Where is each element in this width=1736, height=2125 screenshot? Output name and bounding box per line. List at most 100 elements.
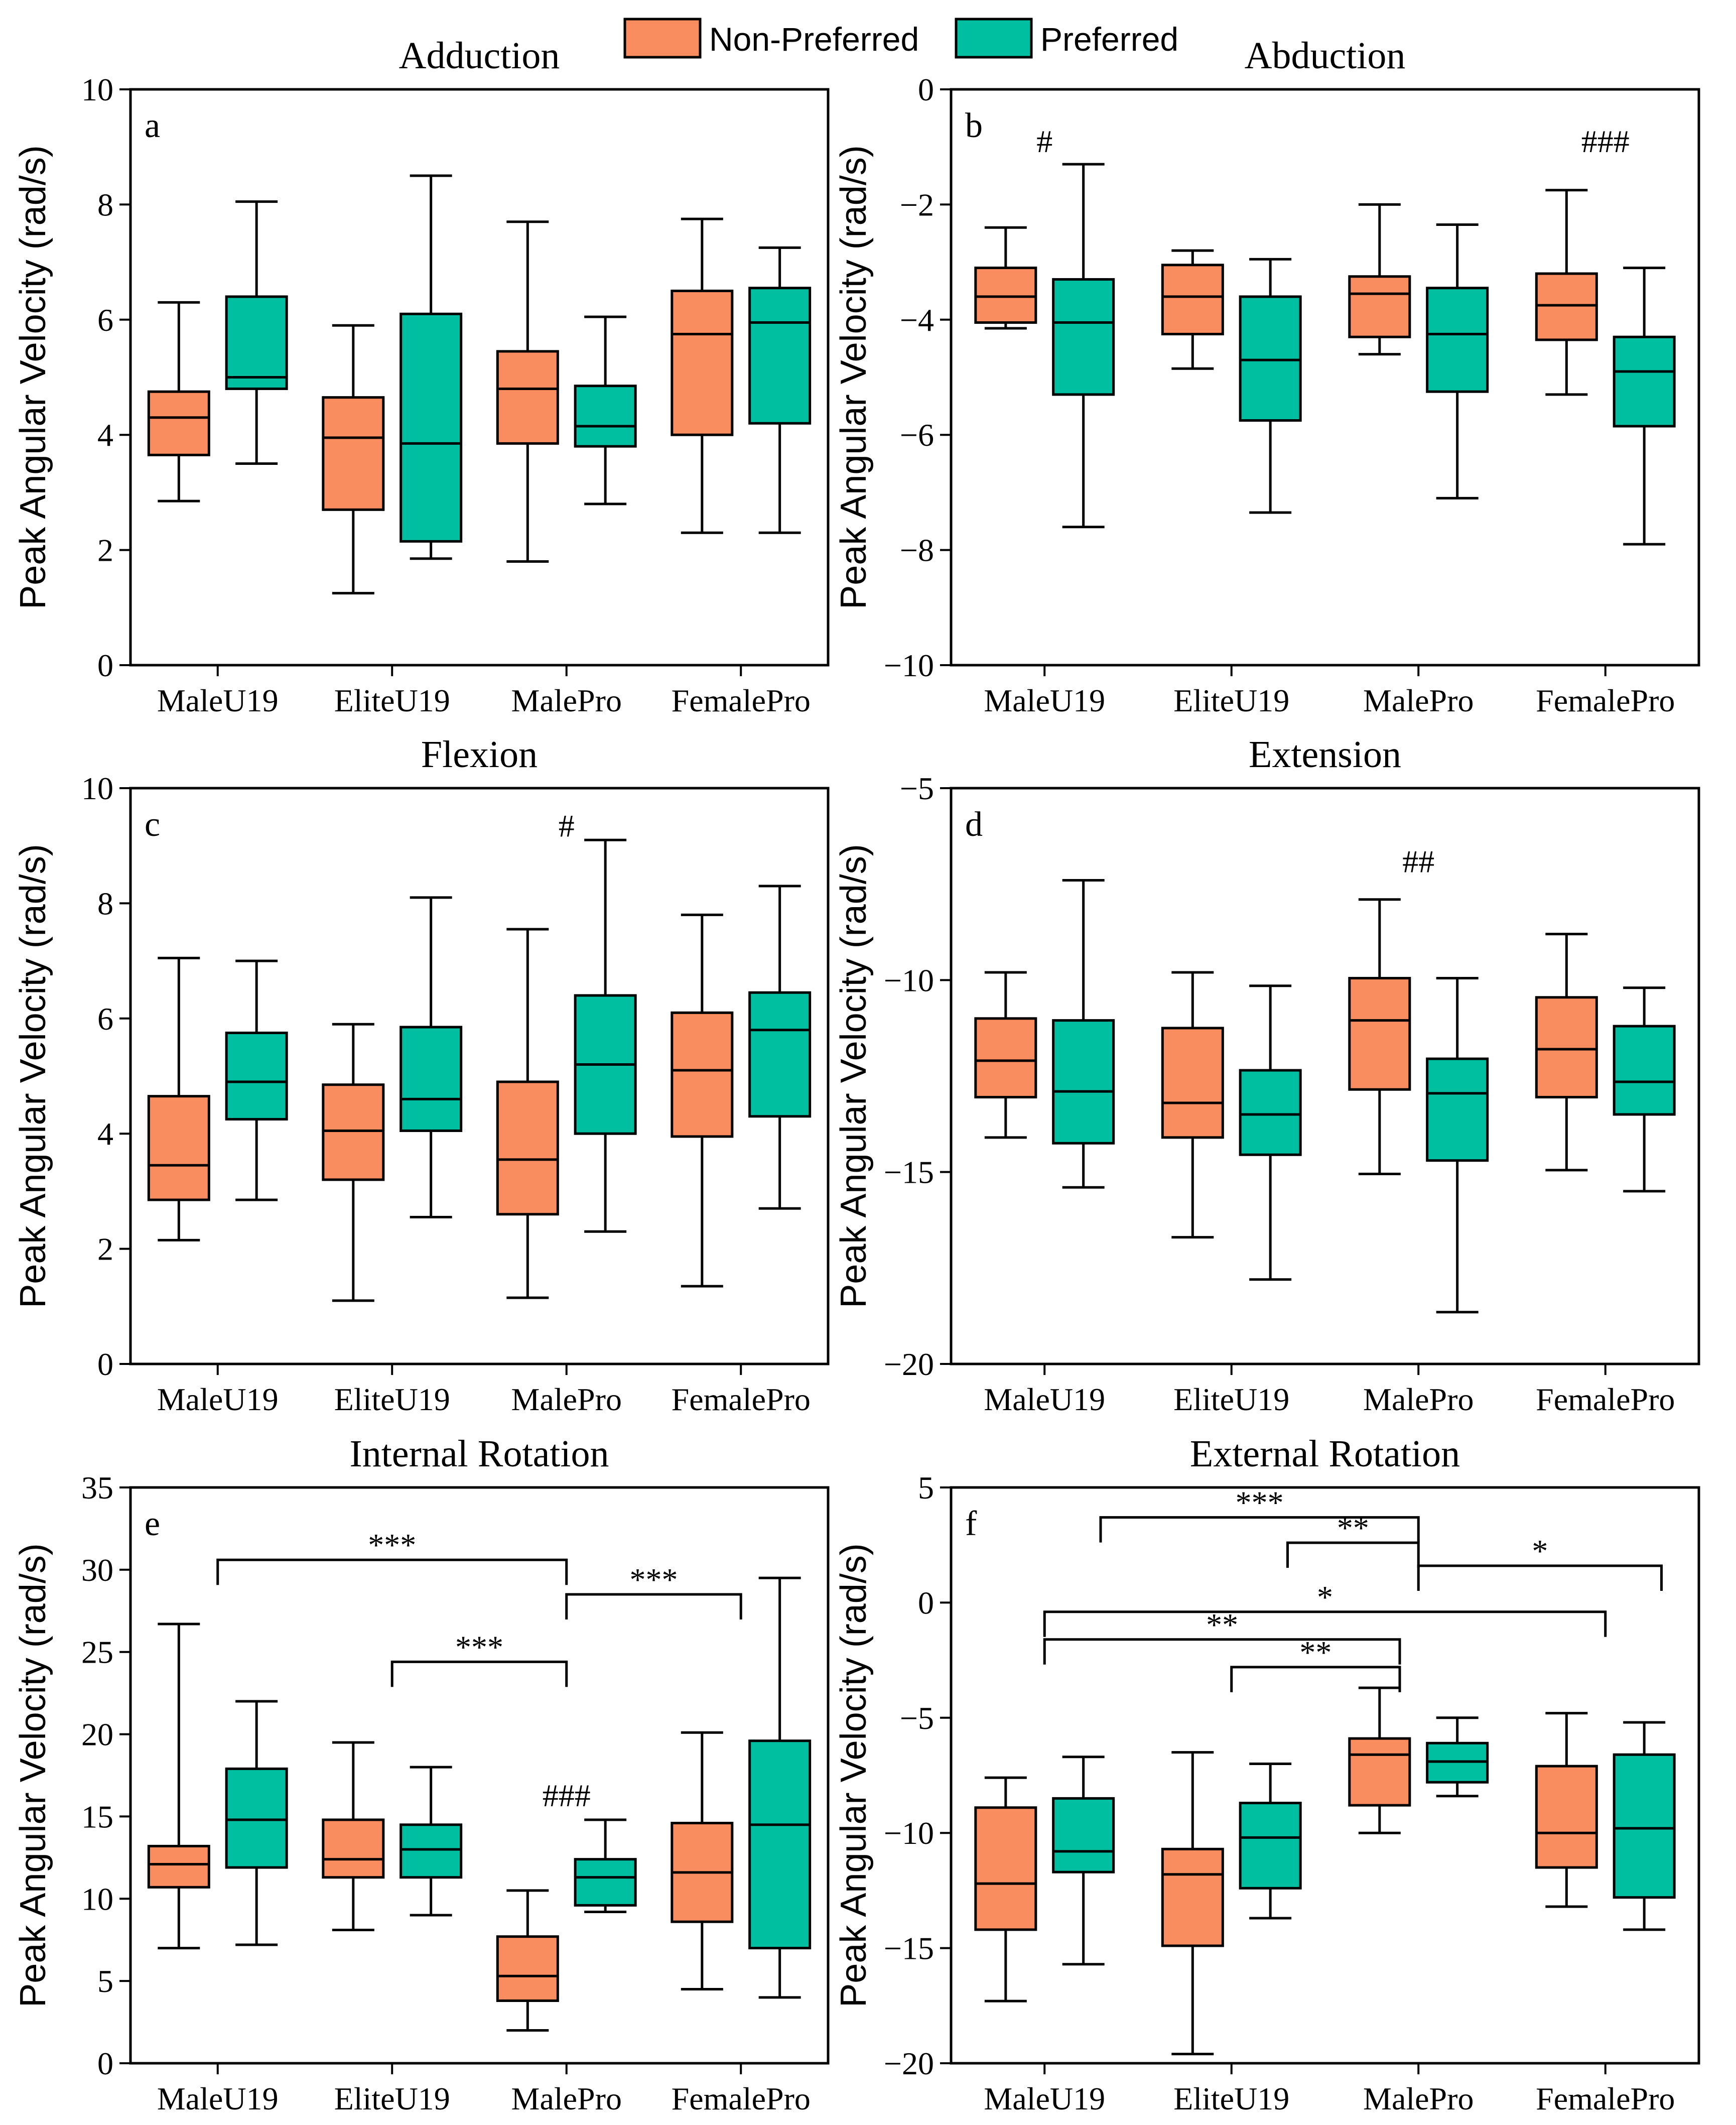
y-tick-label: 15 bbox=[81, 1799, 113, 1834]
iqr-box bbox=[1426, 287, 1489, 393]
iqr-box bbox=[748, 1739, 812, 1950]
panel-letter: b bbox=[965, 106, 983, 145]
iqr-box bbox=[147, 1095, 210, 1201]
x-tick-label: MalePro bbox=[1363, 2081, 1474, 2116]
box-non-preferred-femalepro bbox=[1535, 1712, 1598, 1908]
y-tick-label: −8 bbox=[900, 533, 934, 568]
significance-stars: *** bbox=[455, 1629, 503, 1665]
x-tick-label: FemalePro bbox=[672, 2081, 811, 2116]
y-tick-label: 10 bbox=[81, 771, 113, 806]
y-axis-label: Peak Angular Velocity (rad/s) bbox=[834, 145, 874, 609]
plot-frame bbox=[129, 88, 830, 667]
y-tick-label: 30 bbox=[81, 1552, 113, 1588]
y-tick-label: 0 bbox=[97, 648, 113, 683]
iqr-box bbox=[671, 289, 734, 436]
y-tick-label: −5 bbox=[900, 771, 934, 806]
panel-letter: e bbox=[145, 1505, 160, 1543]
iqr-box bbox=[322, 1083, 385, 1181]
x-tick-label: MaleU19 bbox=[984, 683, 1105, 718]
iqr-box bbox=[496, 1935, 559, 2002]
iqr-box bbox=[574, 1858, 637, 1907]
box-non-preferred-malepro bbox=[1348, 1686, 1411, 1834]
significance-bracket bbox=[390, 1660, 568, 1687]
box-preferred-eliteu19 bbox=[1239, 984, 1302, 1281]
iqr-box bbox=[399, 312, 463, 543]
panel-title: Extension bbox=[1249, 733, 1401, 776]
box-preferred-femalepro bbox=[748, 885, 812, 1210]
box-non-preferred-maleu19 bbox=[974, 226, 1037, 330]
iqr-box bbox=[974, 1017, 1037, 1099]
box-preferred-eliteu19 bbox=[1239, 258, 1302, 514]
iqr-box bbox=[1052, 1019, 1115, 1145]
box-preferred-malepro bbox=[1426, 1716, 1489, 1798]
y-tick-label: −20 bbox=[884, 2046, 934, 2081]
significance-stars: * bbox=[1317, 1579, 1333, 1615]
plot-frame bbox=[129, 1486, 830, 2065]
panel-a: Adduction Peak Angular Velocity (rad/s) 0 2… bbox=[13, 35, 830, 718]
box-preferred-malepro bbox=[574, 1818, 637, 1914]
x-tick-label: MalePro bbox=[511, 683, 622, 718]
box-non-preferred-femalepro bbox=[671, 217, 734, 534]
iqr-box bbox=[1535, 272, 1598, 341]
y-tick-label: 35 bbox=[81, 1470, 113, 1506]
box-preferred-femalepro bbox=[748, 1576, 812, 1999]
plot-frame bbox=[950, 88, 1700, 667]
x-tick-label: MaleU19 bbox=[157, 1382, 279, 1417]
y-tick-label: 5 bbox=[97, 1963, 113, 1999]
y-tick-label: −20 bbox=[884, 1346, 934, 1382]
iqr-box bbox=[1613, 1025, 1676, 1116]
y-axis-label: Peak Angular Velocity (rad/s) bbox=[13, 1543, 53, 2007]
panel-d: Extension Peak Angular Velocity (rad/s) −5… bbox=[834, 733, 1700, 1417]
significance-stars: ** bbox=[1206, 1607, 1238, 1643]
iqr-box bbox=[1348, 275, 1411, 338]
y-tick-label: 0 bbox=[97, 2046, 113, 2081]
y-axis-label: Peak Angular Velocity (rad/s) bbox=[834, 844, 874, 1308]
y-tick-label: 4 bbox=[97, 1116, 113, 1152]
y-tick-label: 6 bbox=[97, 1001, 113, 1037]
y-axis-label: Peak Angular Velocity (rad/s) bbox=[834, 1543, 874, 2007]
box-non-preferred-eliteu19 bbox=[322, 1023, 385, 1302]
plot-frame bbox=[129, 787, 830, 1365]
y-axis-label: Peak Angular Velocity (rad/s) bbox=[13, 145, 53, 609]
box-non-preferred-eliteu19 bbox=[1161, 1751, 1224, 2056]
y-tick-label: 0 bbox=[97, 1346, 113, 1382]
box-non-preferred-eliteu19 bbox=[322, 324, 385, 595]
legend-swatch-non-preferred bbox=[623, 18, 702, 59]
significance-stars: *** bbox=[630, 1562, 678, 1597]
y-tick-label: 2 bbox=[97, 533, 113, 568]
iqr-box bbox=[1161, 1847, 1224, 1947]
significance-stars: ** bbox=[1299, 1635, 1331, 1670]
legend-label-preferred: Preferred bbox=[1040, 21, 1178, 58]
x-tick-label: FemalePro bbox=[672, 1382, 811, 1417]
y-tick-label: 10 bbox=[81, 1881, 113, 1917]
y-axis-label: Peak Angular Velocity (rad/s) bbox=[13, 844, 53, 1308]
y-tick-label: 6 bbox=[97, 302, 113, 338]
iqr-box bbox=[1426, 1057, 1489, 1162]
significance-stars: * bbox=[1532, 1533, 1548, 1569]
box-preferred-eliteu19 bbox=[399, 896, 463, 1219]
box-non-preferred-maleu19 bbox=[147, 1622, 210, 1950]
iqr-box bbox=[1239, 295, 1302, 422]
panel-f: External Rotation Peak Angular Velocity (… bbox=[834, 1433, 1700, 2116]
legend-label-non-preferred: Non-Preferred bbox=[709, 21, 919, 58]
iqr-box bbox=[748, 287, 812, 425]
box-preferred-maleu19 bbox=[1052, 163, 1115, 529]
significance-bracket bbox=[1286, 1541, 1420, 1568]
box-preferred-femalepro bbox=[748, 246, 812, 534]
significance-stars: *** bbox=[1236, 1485, 1284, 1521]
x-tick-label: MaleU19 bbox=[157, 683, 279, 718]
x-tick-label: FemalePro bbox=[672, 683, 811, 718]
x-tick-label: EliteU19 bbox=[1173, 2081, 1289, 2116]
iqr-box bbox=[1535, 1765, 1598, 1869]
significance-bracket bbox=[1099, 1516, 1420, 1543]
box-preferred-eliteu19 bbox=[399, 174, 463, 560]
box-non-preferred-eliteu19 bbox=[322, 1741, 385, 1932]
iqr-box bbox=[574, 385, 637, 448]
panel-e: Internal Rotation Peak Angular Velocity (… bbox=[13, 1433, 830, 2116]
y-tick-label: −10 bbox=[884, 962, 934, 998]
y-tick-label: 0 bbox=[918, 72, 934, 107]
panel-b: Abduction Peak Angular Velocity (rad/s) 0 −… bbox=[834, 35, 1700, 718]
y-tick-label: −15 bbox=[884, 1155, 934, 1190]
x-tick-label: EliteU19 bbox=[334, 683, 450, 718]
